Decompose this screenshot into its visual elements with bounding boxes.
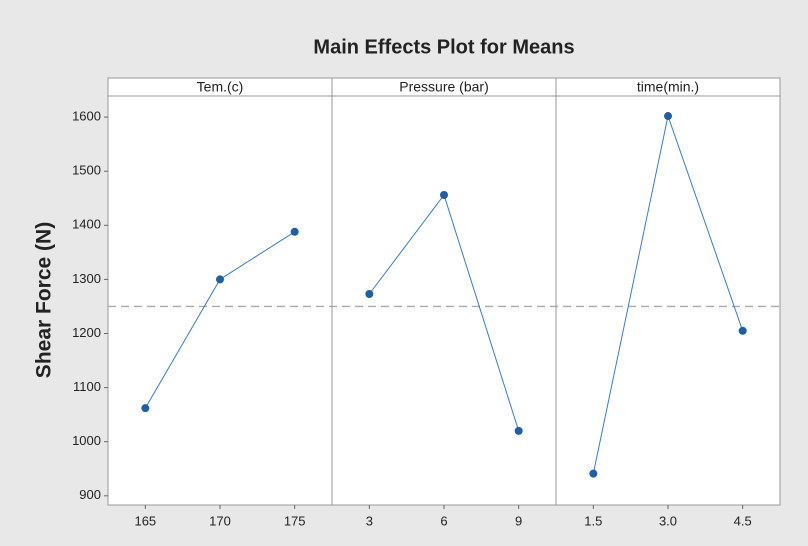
y-tick-label: 1100	[73, 379, 101, 394]
x-tick-label: 4.5	[734, 513, 752, 528]
plot-area	[107, 77, 781, 506]
point	[141, 404, 150, 413]
point	[589, 469, 598, 478]
y-tick-label: 1300	[72, 271, 101, 286]
panel-title: time(min.)	[637, 79, 699, 95]
chart-title: Main Effects Plot for Means	[313, 36, 574, 58]
y-tick-label: 900	[79, 487, 101, 502]
panel-title: Pressure (bar)	[399, 79, 488, 95]
y-tick-label: 1200	[72, 325, 101, 340]
x-tick-label: 170	[209, 513, 231, 528]
x-tick-label: 3.0	[659, 513, 677, 528]
x-tick-label: 3	[366, 513, 373, 528]
x-tick-label: 6	[440, 513, 447, 528]
x-tick-label: 165	[134, 513, 156, 528]
point	[290, 227, 299, 236]
point	[216, 275, 224, 284]
panel-title: Tem.(c)	[197, 79, 244, 95]
point	[365, 290, 374, 299]
y-tick-label: 1500	[72, 163, 101, 178]
y-axis-label: Shear Force (N)	[33, 222, 56, 378]
y-tick-label: 1000	[72, 433, 101, 448]
x-tick-label: 1.5	[584, 513, 602, 528]
y-tick-label: 1600	[72, 109, 101, 124]
point	[664, 112, 672, 121]
point	[514, 426, 523, 435]
point	[738, 326, 747, 335]
x-tick-label: 9	[515, 513, 522, 528]
x-tick-label: 175	[284, 513, 306, 528]
y-tick-label: 1400	[72, 217, 101, 232]
point	[440, 191, 448, 200]
